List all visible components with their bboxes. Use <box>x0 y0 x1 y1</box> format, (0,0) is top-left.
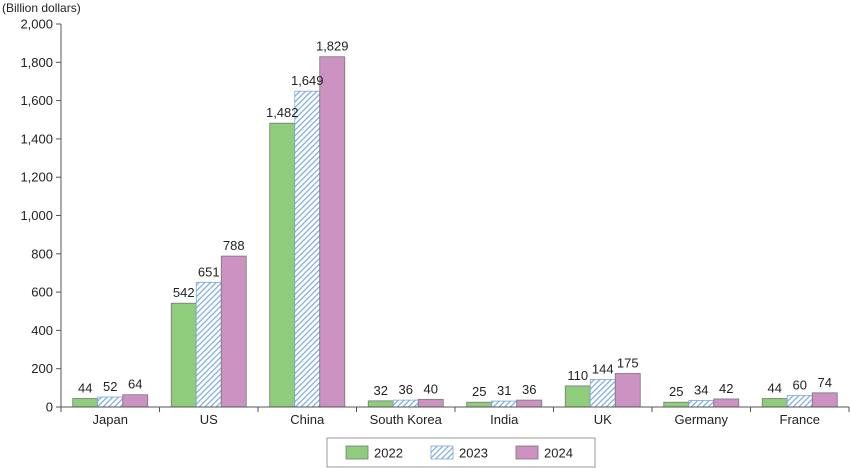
x-category-label: India <box>490 412 519 427</box>
data-label-2023: 1,649 <box>291 73 324 88</box>
data-label-2022: 25 <box>669 384 683 399</box>
legend-label-2022: 2022 <box>374 446 403 461</box>
bar-2024 <box>614 373 641 408</box>
data-label-2022: 1,482 <box>266 105 299 120</box>
y-tick-label: 800 <box>31 246 53 261</box>
bar-2023 <box>688 400 715 408</box>
bar-2022 <box>367 400 394 408</box>
data-label-2024: 1,829 <box>316 39 349 54</box>
data-label-2022: 32 <box>374 383 388 398</box>
data-label-2023: 52 <box>103 379 117 394</box>
y-axis: 0 200 400 600 800 1,000 1,200 1,400 1,600 1,800 2,… <box>20 17 62 415</box>
bar-2023 <box>589 379 616 408</box>
data-label-2024: 36 <box>522 382 536 397</box>
data-label-2024: 64 <box>128 377 142 392</box>
x-category-label: Germany <box>675 412 729 427</box>
bar-2022 <box>466 401 493 408</box>
bars <box>72 56 838 408</box>
bar-2022 <box>564 385 591 408</box>
data-label-2024: 40 <box>424 381 438 396</box>
data-label-2024: 74 <box>818 375 832 390</box>
bar-2022 <box>170 302 197 408</box>
data-label-2023: 36 <box>399 382 413 397</box>
bar-2024 <box>417 398 444 408</box>
x-category-label: South Korea <box>370 412 443 427</box>
x-axis: Japan US China South Korea India UK Germany Fra… <box>60 406 850 427</box>
y-tick-label: 1,600 <box>20 93 53 108</box>
y-tick-label: 400 <box>31 323 53 338</box>
data-label-2023: 60 <box>793 378 807 393</box>
data-label-2022: 542 <box>173 285 195 300</box>
bar-2022 <box>269 122 296 408</box>
x-category-label: China <box>290 412 325 427</box>
x-category-label: France <box>780 412 820 427</box>
y-tick-label: 200 <box>31 361 53 376</box>
x-category-label: US <box>200 412 218 427</box>
y-tick-label: 1,200 <box>20 170 53 185</box>
bar-2023 <box>786 395 813 408</box>
data-label-2023: 651 <box>198 264 220 279</box>
x-category-label: UK <box>594 412 612 427</box>
data-label-2022: 44 <box>768 381 782 396</box>
bar-2023 <box>97 396 124 408</box>
y-tick-label: 1,400 <box>20 131 53 146</box>
data-label-2024: 42 <box>719 381 733 396</box>
data-label-2022: 110 <box>567 368 588 383</box>
y-tick-label: 0 <box>46 400 53 415</box>
y-axis-unit-label: (Billion dollars) <box>2 1 81 15</box>
y-tick-label: 1,000 <box>20 208 53 223</box>
bar-2024 <box>319 56 346 408</box>
bar-2024 <box>811 392 838 408</box>
data-label-2023: 144 <box>592 361 614 376</box>
bar-2022 <box>761 398 788 408</box>
legend-label-2024: 2024 <box>544 446 573 461</box>
data-label-2024: 175 <box>617 355 639 370</box>
data-label-2024: 788 <box>223 238 245 253</box>
data-label-2023: 31 <box>497 383 511 398</box>
data-label-2023: 34 <box>694 382 708 397</box>
legend-swatch-2023 <box>430 445 454 460</box>
bar-2022 <box>72 398 99 408</box>
bar-2023 <box>294 90 321 408</box>
bar-2023 <box>392 399 419 408</box>
y-tick-label: 1,800 <box>20 55 53 70</box>
x-category-label: Japan <box>93 412 128 427</box>
legend-label-2023: 2023 <box>459 446 488 461</box>
y-tick-label: 600 <box>31 285 53 300</box>
bar-2022 <box>663 401 690 408</box>
y-tick-label: 2,000 <box>20 17 53 32</box>
bar-2024 <box>713 398 740 408</box>
bar-2024 <box>220 255 247 408</box>
legend-box <box>326 437 596 468</box>
legend: 2022 2023 2024 <box>326 437 596 468</box>
legend-swatch-2022 <box>345 445 369 460</box>
legend-swatch-2024 <box>515 445 539 460</box>
bar-2024 <box>122 394 149 408</box>
bar-2023 <box>491 400 518 408</box>
bar-2023 <box>195 281 222 408</box>
data-label-2022: 44 <box>78 381 92 396</box>
data-label-2022: 25 <box>472 384 486 399</box>
bar-2024 <box>516 399 543 408</box>
